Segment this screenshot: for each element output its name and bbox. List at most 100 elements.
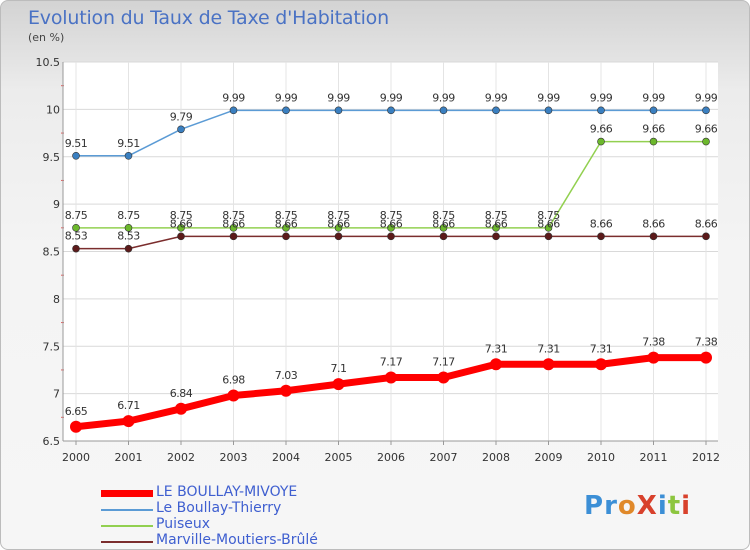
data-label-le-boullay-mivoye: 7.31	[485, 342, 508, 355]
y-tick-label: 7.5	[43, 340, 61, 353]
data-point-puiseux	[544, 224, 553, 232]
data-point-puiseux	[597, 137, 605, 146]
legend-label: Le Boullay-Thierry	[156, 500, 282, 516]
data-point-marville-moutiers-br-l-	[72, 244, 80, 253]
y-tick-label: 10	[46, 103, 60, 116]
x-tick-label: 2002	[167, 451, 195, 464]
data-label-le-boullay-thierry: 9.51	[117, 137, 140, 150]
x-tick-label: 2012	[692, 451, 720, 464]
x-tick-label: 2011	[640, 451, 668, 464]
data-point-le-boullay-mivoye	[647, 351, 660, 364]
data-label-puiseux: 9.66	[695, 123, 718, 136]
data-label-le-boullay-thierry: 9.79	[170, 110, 193, 123]
legend-swatch	[101, 525, 153, 527]
x-tick-label: 2006	[377, 451, 405, 464]
data-label-puiseux: 8.75	[327, 209, 350, 222]
data-label-puiseux: 8.75	[170, 209, 193, 222]
data-point-marville-moutiers-br-l-	[492, 232, 500, 241]
data-point-puiseux	[334, 224, 343, 232]
data-label-le-boullay-thierry: 9.99	[642, 91, 665, 104]
data-label-puiseux: 8.75	[380, 209, 403, 222]
x-tick-label: 2000	[62, 451, 90, 464]
data-label-puiseux: 8.75	[222, 209, 245, 222]
data-label-puiseux: 8.75	[65, 209, 88, 222]
x-tick-label: 2003	[220, 451, 248, 464]
data-label-marville-moutiers-br-l-: 8.66	[275, 217, 298, 230]
data-point-le-boullay-thierry	[282, 106, 290, 115]
data-label-marville-moutiers-br-l-: 8.66	[485, 217, 508, 230]
data-point-marville-moutiers-br-l-	[439, 232, 448, 241]
data-label-le-boullay-mivoye: 7.31	[537, 342, 560, 355]
data-label-le-boullay-thierry: 9.99	[327, 91, 350, 104]
y-tick-label: 9.5	[43, 151, 61, 164]
data-point-le-boullay-thierry	[492, 106, 500, 115]
data-label-marville-moutiers-br-l-: 8.66	[590, 217, 613, 230]
legend-swatch	[101, 541, 153, 543]
data-label-le-boullay-thierry: 9.99	[432, 91, 455, 104]
data-point-marville-moutiers-br-l-	[229, 232, 238, 241]
data-label-marville-moutiers-br-l-: 8.66	[327, 217, 350, 230]
y-tick-label: 9	[53, 198, 60, 211]
data-point-le-boullay-mivoye	[227, 389, 240, 402]
data-point-marville-moutiers-br-l-	[282, 232, 290, 241]
data-point-puiseux	[124, 224, 133, 232]
data-label-le-boullay-mivoye: 7.38	[642, 336, 665, 349]
data-label-marville-moutiers-br-l-: 8.66	[537, 217, 560, 230]
data-label-le-boullay-mivoye: 7.17	[432, 356, 455, 369]
data-label-puiseux: 8.75	[432, 209, 455, 222]
data-label-puiseux: 9.66	[642, 123, 665, 136]
data-point-marville-moutiers-br-l-	[124, 244, 133, 253]
data-point-le-boullay-thierry	[597, 106, 605, 115]
data-label-marville-moutiers-br-l-: 8.66	[170, 217, 193, 230]
y-tick-label: 7	[53, 388, 60, 401]
data-point-puiseux	[282, 224, 290, 232]
legend-label: Marville-Moutiers-Brûlé	[156, 532, 318, 548]
data-label-puiseux: 8.75	[117, 209, 140, 222]
data-point-le-boullay-mivoye	[385, 371, 397, 384]
data-point-le-boullay-thierry	[649, 106, 658, 115]
data-point-marville-moutiers-br-l-	[387, 232, 395, 241]
data-point-le-boullay-mivoye	[595, 358, 607, 371]
data-point-puiseux	[492, 224, 500, 232]
data-label-le-boullay-mivoye: 6.98	[222, 374, 245, 387]
data-label-le-boullay-thierry: 9.99	[485, 91, 508, 104]
data-point-le-boullay-mivoye	[700, 351, 712, 364]
x-tick-label: 2007	[430, 451, 458, 464]
data-label-marville-moutiers-br-l-: 8.53	[65, 230, 88, 243]
data-label-puiseux: 8.75	[485, 209, 508, 222]
data-label-le-boullay-mivoye: 6.84	[170, 387, 193, 400]
data-label-le-boullay-mivoye: 7.31	[590, 342, 613, 355]
data-point-le-boullay-mivoye	[490, 358, 502, 371]
data-point-puiseux	[177, 224, 185, 232]
y-tick-label: 8.5	[43, 246, 61, 259]
x-tick-label: 2009	[535, 451, 563, 464]
data-label-le-boullay-mivoye: 6.65	[65, 405, 88, 418]
y-tick-label: 8	[53, 293, 60, 306]
data-point-le-boullay-mivoye	[437, 371, 450, 384]
data-label-le-boullay-thierry: 9.99	[590, 91, 613, 104]
legend-swatch	[101, 490, 153, 497]
data-point-le-boullay-mivoye	[332, 378, 345, 391]
x-tick-label: 2004	[272, 451, 300, 464]
data-point-puiseux	[439, 224, 448, 232]
chart-title: Evolution du Taux de Taxe d'Habitation	[28, 7, 389, 29]
data-label-le-boullay-mivoye: 7.17	[380, 356, 403, 369]
data-label-le-boullay-mivoye: 7.03	[275, 369, 298, 382]
proxiti-logo: ProXiti	[584, 491, 692, 521]
data-point-le-boullay-thierry	[124, 152, 133, 160]
data-point-le-boullay-thierry	[439, 106, 448, 115]
data-point-puiseux	[72, 224, 80, 232]
x-tick-label: 2001	[115, 451, 143, 464]
y-tick-label: 6.5	[43, 435, 61, 448]
x-tick-label: 2008	[482, 451, 510, 464]
data-point-le-boullay-mivoye	[542, 358, 555, 371]
data-point-le-boullay-thierry	[387, 106, 395, 115]
data-point-le-boullay-mivoye	[70, 420, 82, 433]
data-point-le-boullay-mivoye	[280, 384, 292, 397]
data-point-puiseux	[229, 224, 238, 232]
data-label-le-boullay-mivoye: 7.38	[695, 336, 718, 349]
data-point-marville-moutiers-br-l-	[597, 232, 605, 241]
data-label-le-boullay-thierry: 9.51	[65, 137, 88, 150]
